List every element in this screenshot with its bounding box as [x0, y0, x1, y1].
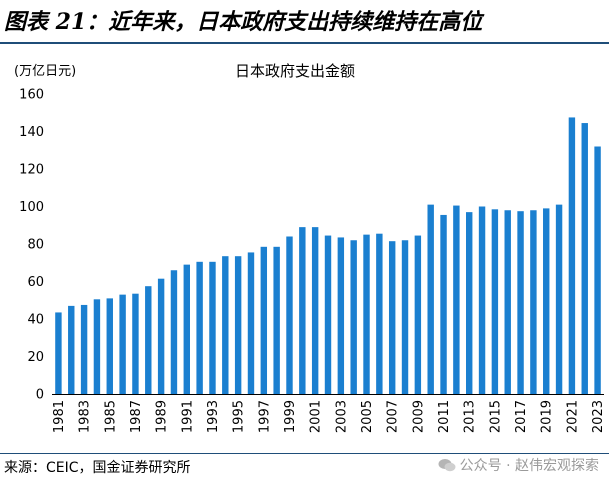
bar-1989	[157, 278, 165, 394]
bar-1997	[260, 246, 268, 394]
bar-1990	[170, 270, 178, 394]
x-tick-label: 2013	[463, 400, 478, 433]
x-tick-label: 2007	[386, 400, 401, 433]
x-tick-label: 1993	[206, 400, 221, 433]
x-tick-label: 1991	[180, 400, 195, 433]
bar-1983	[80, 304, 88, 394]
y-axis-unit-label: (万亿日元)	[14, 64, 77, 79]
watermark-text: 公众号 · 赵伟宏观探索	[459, 458, 599, 474]
x-tick-label: 1981	[52, 400, 67, 433]
x-tick-label: 2011	[437, 400, 452, 433]
x-tick-label: 1989	[155, 400, 170, 433]
bar-1993	[209, 261, 216, 394]
source-note: 来源：CEIC，国金证券研究所	[4, 460, 191, 476]
y-tick-label: 100	[19, 200, 44, 215]
chart-title: 日本政府支出金额	[234, 62, 355, 80]
x-tick-label: 1995	[232, 400, 247, 433]
x-tick-label: 2003	[334, 400, 349, 433]
bar-2010	[427, 204, 434, 395]
bar-2016	[504, 210, 511, 394]
title-divider	[0, 42, 609, 44]
bar-2004	[350, 240, 357, 394]
x-tick-label: 2019	[540, 400, 555, 433]
bar-2008	[401, 240, 409, 394]
x-tick-label: 1999	[283, 400, 298, 433]
bar-1994	[222, 256, 229, 394]
y-tick-label: 140	[19, 125, 44, 140]
x-tick-label: 2021	[565, 400, 580, 433]
bar-2000	[299, 227, 306, 395]
bar-1988	[145, 286, 152, 394]
x-tick-label: 2001	[309, 400, 324, 433]
bar-2011	[440, 214, 447, 394]
x-tick-label: 2015	[488, 400, 503, 433]
x-tick-label: 1997	[257, 400, 272, 433]
bar-2013	[466, 212, 473, 395]
bar-1998	[273, 246, 280, 394]
source-divider	[0, 453, 609, 454]
bar-2015	[491, 209, 499, 394]
bar-2012	[453, 205, 460, 394]
y-tick-label: 160	[19, 88, 44, 103]
bar-2020	[555, 204, 563, 395]
x-tick-label: 1985	[103, 400, 118, 433]
bar-1996	[247, 252, 255, 394]
bar-2001	[311, 227, 319, 395]
bar-2023	[594, 146, 601, 394]
y-tick-label: 0	[36, 388, 44, 403]
bar-1981	[55, 312, 62, 394]
bar-2002	[324, 235, 332, 394]
y-tick-label: 60	[27, 275, 44, 290]
y-axis-ticks: 0 20 40 60 80 100 120 140 160	[19, 88, 44, 403]
bar-1985	[106, 298, 113, 395]
x-axis-ticks: 1981 1983 1985 1987 1989 1991 1993 1995 1997 1999…	[52, 400, 606, 433]
wechat-icon	[438, 459, 456, 472]
bar-1987	[132, 293, 139, 394]
x-tick-label: 2017	[514, 400, 529, 433]
bar-2007	[388, 241, 396, 394]
bar-2022	[581, 123, 588, 394]
bar-2017	[517, 211, 524, 394]
bar-2014	[478, 206, 486, 394]
bar-2005	[363, 234, 370, 395]
x-tick-label: 2023	[591, 400, 606, 433]
x-tick-label: 1983	[78, 400, 93, 433]
bar-2009	[414, 235, 422, 394]
bar-2021	[568, 117, 576, 394]
bar-2018	[530, 210, 537, 394]
bar-2003	[337, 237, 345, 394]
y-tick-label: 120	[19, 163, 44, 178]
figure-title: 图表 21：近年来，日本政府支出持续维持在高位	[4, 9, 483, 35]
bar-1982	[68, 305, 75, 395]
watermark: 公众号 · 赵伟宏观探索	[438, 455, 599, 475]
bar-1991	[183, 264, 190, 395]
bar-2006	[376, 233, 383, 394]
y-tick-label: 40	[27, 313, 44, 328]
bar-1992	[196, 261, 203, 394]
x-tick-label: 2005	[360, 400, 375, 433]
bar-1984	[93, 299, 101, 394]
y-tick-label: 20	[27, 350, 44, 365]
bar-2019	[543, 208, 550, 395]
x-tick-label: 2009	[411, 400, 426, 433]
bar-1986	[119, 294, 126, 395]
y-tick-label: 80	[27, 238, 44, 253]
bar-1999	[286, 236, 293, 394]
bar-series	[55, 117, 601, 395]
x-tick-label: 1987	[129, 400, 144, 433]
bar-1995	[234, 256, 242, 394]
